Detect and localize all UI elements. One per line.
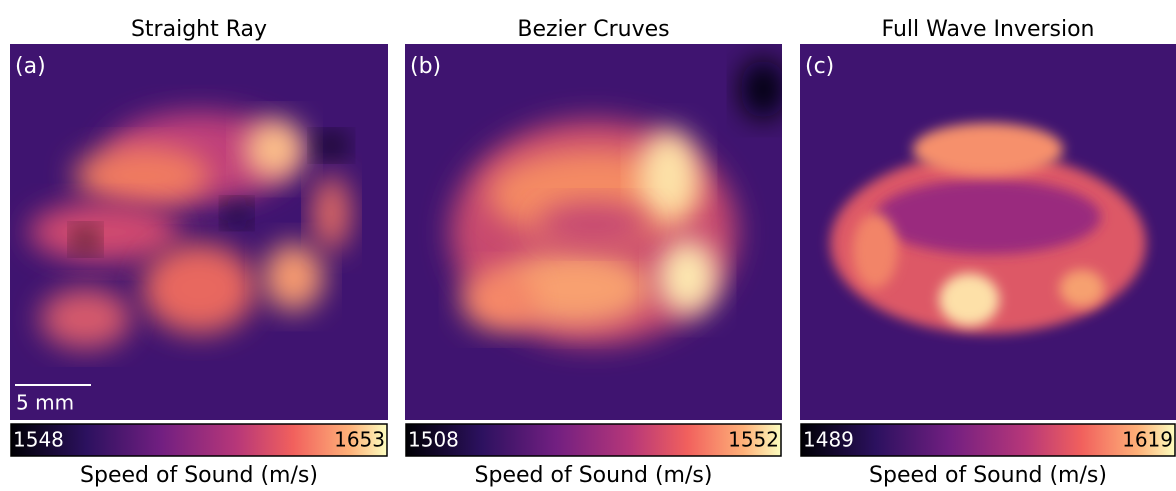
panel-label: (a) [15, 54, 46, 79]
scale-bar-label: 5 mm [16, 391, 74, 415]
image-blob [939, 273, 1000, 326]
colorbar [800, 423, 1176, 457]
image-blob [225, 201, 249, 225]
panel-image [405, 44, 782, 420]
colorbar-min: 1548 [13, 428, 64, 452]
image-blob [852, 213, 898, 289]
image-blob [74, 145, 211, 206]
image-blob [536, 201, 651, 248]
image-blob [312, 175, 351, 251]
image-blob [263, 243, 324, 311]
panel-title: Full Wave Inversion [882, 17, 1095, 42]
panel-label: (b) [410, 54, 441, 79]
panel-title: Straight Ray [131, 17, 267, 42]
colorbar-label: Speed of Sound (m/s) [475, 463, 713, 488]
colorbar-max: 1653 [334, 428, 385, 452]
image-blob [28, 201, 181, 263]
panel-image [10, 44, 388, 420]
image-blob [142, 243, 256, 334]
image-blob [461, 269, 537, 330]
panel-image [800, 44, 1176, 420]
image-blob [40, 288, 131, 349]
colorbar-label: Speed of Sound (m/s) [80, 463, 318, 488]
colorbar-min: 1489 [803, 428, 854, 452]
image-blob [657, 239, 718, 315]
colorbar [10, 423, 388, 457]
image-blob [875, 179, 1101, 255]
colorbar-max: 1552 [728, 428, 779, 452]
image-blob [74, 228, 97, 251]
image-blob [244, 119, 305, 180]
image-blob [912, 122, 1064, 176]
colorbar-min: 1508 [408, 428, 459, 452]
image-blob [316, 134, 347, 157]
image-blob [638, 130, 700, 221]
panel-title: Bezier Cruves [517, 17, 669, 42]
colorbar-max: 1619 [1122, 428, 1173, 452]
image-blob [499, 250, 651, 326]
colorbar-label: Speed of Sound (m/s) [869, 463, 1107, 488]
image-blob [1059, 269, 1105, 308]
colorbar [405, 423, 782, 457]
image-blob [740, 59, 782, 120]
panel-label: (c) [805, 54, 834, 79]
